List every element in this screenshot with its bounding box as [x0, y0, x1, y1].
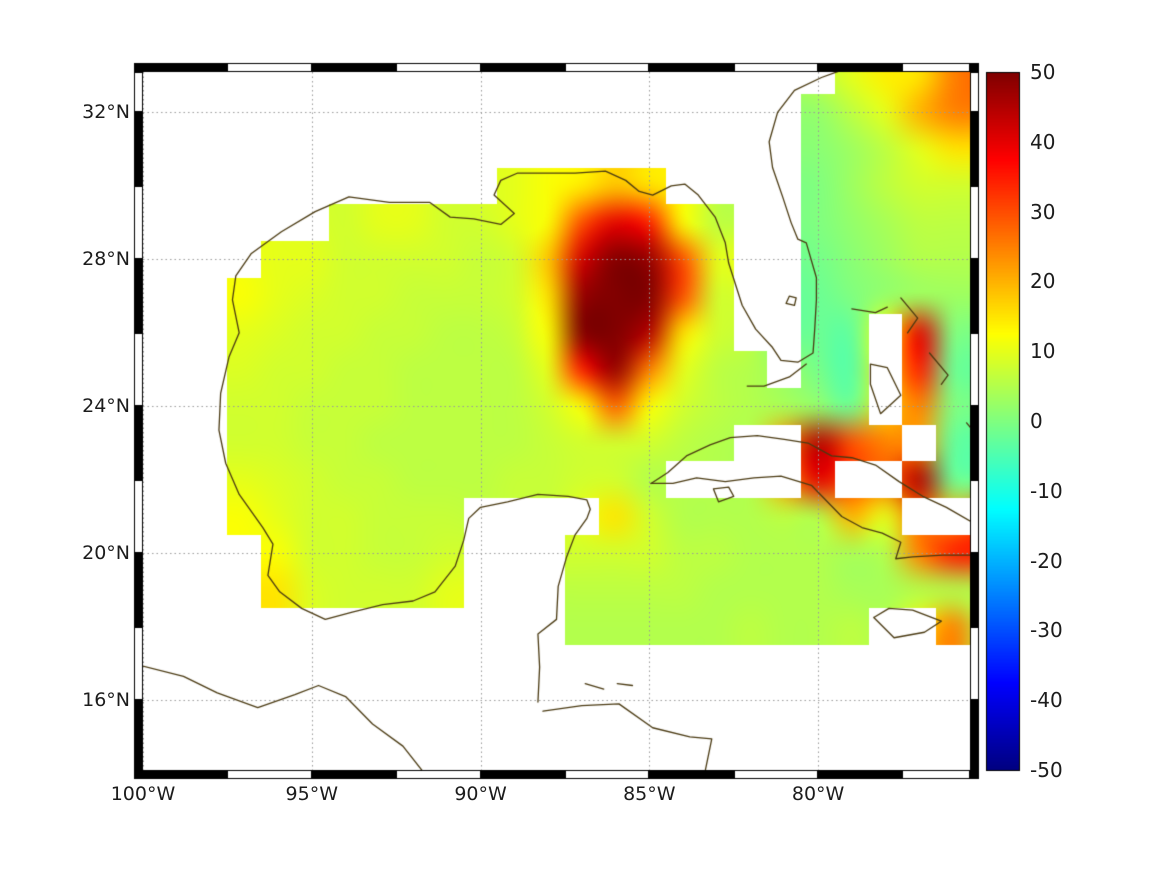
y-tick-label: 32°N [82, 101, 130, 124]
colorbar-tick-label: 0 [1030, 409, 1043, 433]
colorbar-tick-label: 30 [1030, 199, 1056, 224]
y-tick-label: 28°N [82, 248, 130, 271]
x-tick-label: 85°W [623, 783, 676, 805]
y-tick-label: 16°N [82, 689, 130, 712]
colorbar-tick-label: 50 [1030, 60, 1056, 84]
x-tick-label: 100°W [110, 783, 176, 805]
colorbar-tick-label: 20 [1030, 269, 1056, 294]
x-tick-label: 90°W [454, 783, 507, 805]
x-tick-label: 95°W [285, 783, 338, 805]
colorbar-tick-label: 40 [1030, 129, 1056, 154]
y-tick-label: 24°N [82, 395, 130, 418]
colorbar-tick-label: -30 [1030, 618, 1063, 643]
colorbar-tick-label: -40 [1030, 688, 1063, 713]
colorbar-tick-label: 10 [1030, 339, 1056, 364]
x-tick-label: 80°W [791, 783, 845, 805]
y-tick-label: 20°N [82, 542, 130, 565]
colorbar-tick-label: -20 [1030, 548, 1063, 573]
colorbar-tick-label: -50 [1030, 758, 1063, 782]
colorbar-tick-label: -10 [1030, 478, 1063, 503]
